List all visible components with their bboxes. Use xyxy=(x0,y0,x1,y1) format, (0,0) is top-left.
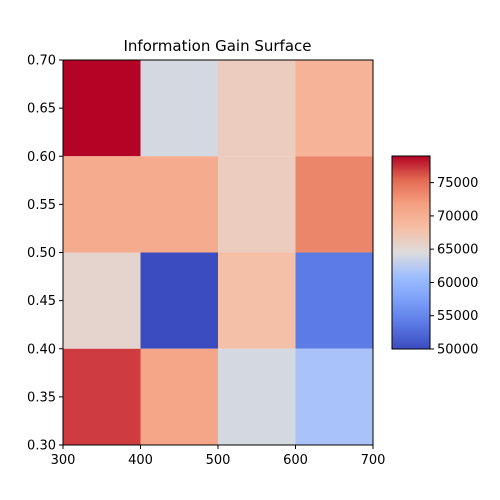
y-tick-label: 0.65 xyxy=(27,102,56,117)
chart-title: Information Gain Surface xyxy=(124,37,312,55)
heatmap-cell xyxy=(218,252,296,349)
x-tick-label: 500 xyxy=(206,453,231,468)
y-tick-label: 0.50 xyxy=(27,246,56,261)
colorbar-tick-label: 70000 xyxy=(437,209,478,224)
y-tick-label: 0.55 xyxy=(27,198,56,213)
heatmap-cell xyxy=(63,252,141,349)
x-tick-label: 600 xyxy=(283,453,308,468)
y-tick-label: 0.40 xyxy=(27,342,56,357)
y-tick-label: 0.30 xyxy=(27,439,56,454)
y-tick-label: 0.70 xyxy=(27,54,56,69)
colorbar-tick-label: 50000 xyxy=(437,343,478,358)
colorbar-tick-label: 65000 xyxy=(437,243,478,258)
x-tick-label: 400 xyxy=(128,453,153,468)
y-tick-label: 0.35 xyxy=(27,390,56,405)
colorbar-gradient xyxy=(391,155,431,350)
y-tick-label: 0.60 xyxy=(27,150,56,165)
x-axis-ticks: 300 400 500 600 700 xyxy=(51,445,386,468)
heatmap-cell xyxy=(295,156,373,253)
heatmap-cell xyxy=(140,60,218,157)
heatmap-cell xyxy=(218,60,296,157)
colorbar: 50000 55000 60000 65000 70000 75000 xyxy=(391,155,478,358)
colorbar-tick-label: 75000 xyxy=(437,176,478,191)
heatmap-cells xyxy=(63,60,373,445)
x-tick-label: 700 xyxy=(361,453,386,468)
heatmap-cell xyxy=(140,252,218,349)
heatmap-cell xyxy=(63,348,141,445)
y-axis-ticks: 0.30 0.35 0.40 0.45 0.50 0.55 0.60 0.65 0.70 xyxy=(27,54,63,454)
colorbar-tick-label: 55000 xyxy=(437,309,478,324)
heatmap-cell xyxy=(63,60,141,157)
heatmap-cell xyxy=(218,348,296,445)
y-tick-label: 0.45 xyxy=(27,294,56,309)
heatmap-cell xyxy=(295,60,373,157)
heatmap-cell xyxy=(218,156,296,253)
heatmap-cell xyxy=(140,348,218,445)
heatmap-cell xyxy=(140,156,218,253)
x-tick-label: 300 xyxy=(51,453,76,468)
heatmap-cell xyxy=(295,348,373,445)
heatmap-cell xyxy=(295,252,373,349)
colorbar-tick-label: 60000 xyxy=(437,276,478,291)
heatmap-cell xyxy=(63,156,141,253)
